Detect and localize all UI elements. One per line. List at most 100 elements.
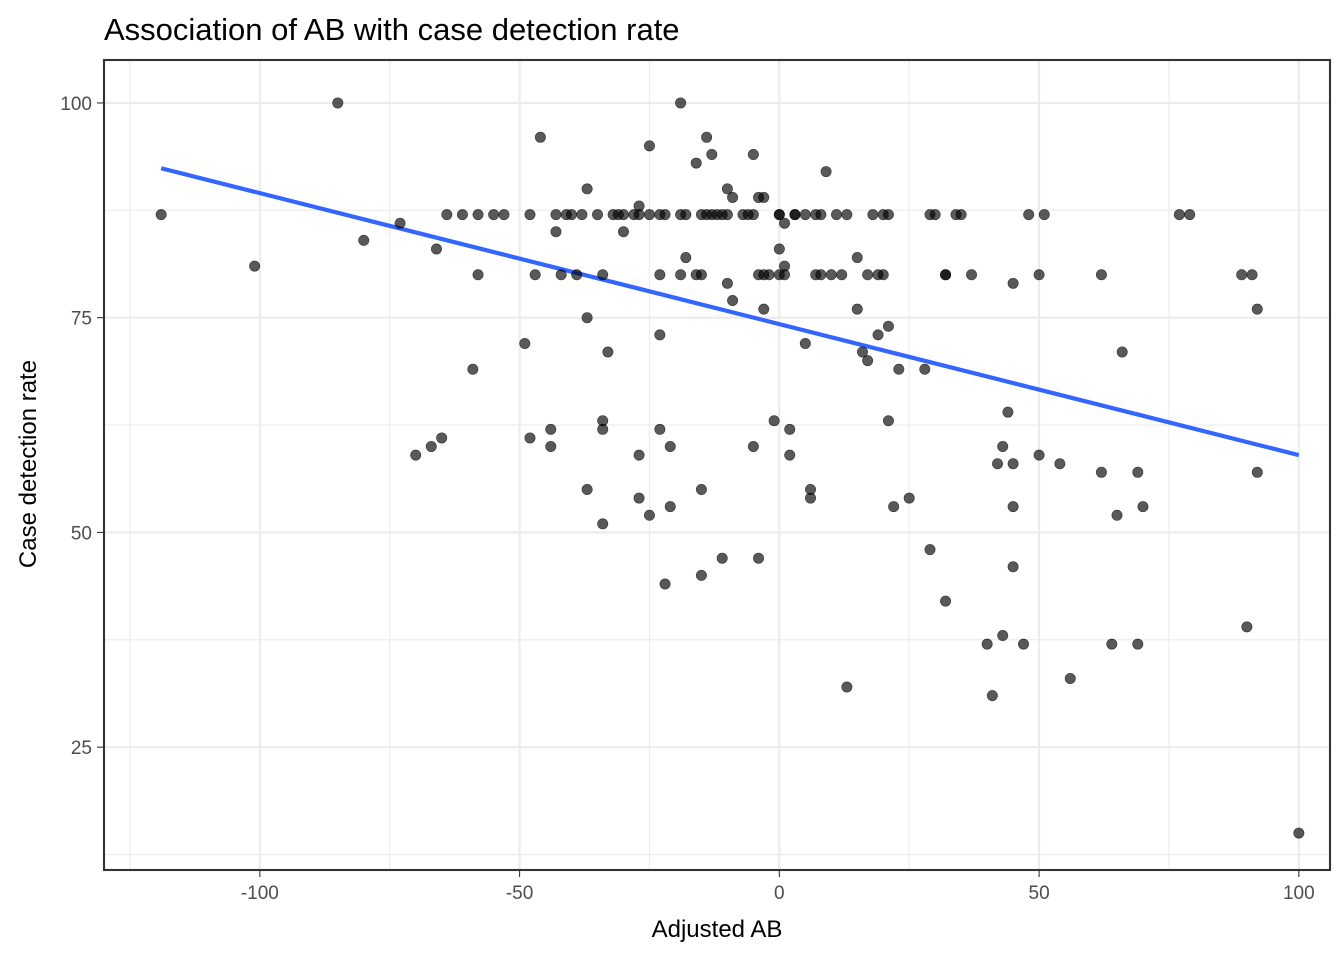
points-layer xyxy=(155,97,1305,839)
data-point xyxy=(1038,209,1050,221)
data-point xyxy=(940,595,952,607)
data-point xyxy=(753,552,765,564)
data-point xyxy=(893,363,905,375)
data-point xyxy=(747,148,759,160)
data-point xyxy=(1033,269,1045,281)
data-point xyxy=(617,209,629,221)
data-point xyxy=(467,363,479,375)
data-point xyxy=(924,544,936,556)
data-point xyxy=(940,269,952,281)
data-point xyxy=(529,269,541,281)
data-point xyxy=(664,501,676,513)
data-point xyxy=(659,578,671,590)
data-point xyxy=(799,209,811,221)
data-point xyxy=(882,320,894,332)
data-point xyxy=(721,277,733,289)
data-point xyxy=(721,209,733,221)
data-point xyxy=(841,681,853,693)
data-point xyxy=(966,269,978,281)
data-point xyxy=(862,355,874,367)
data-point xyxy=(675,269,687,281)
data-point xyxy=(695,269,707,281)
data-point xyxy=(581,312,593,324)
data-point xyxy=(716,552,728,564)
data-point xyxy=(929,209,941,221)
y-tick-label: 100 xyxy=(60,94,92,115)
data-point xyxy=(680,209,692,221)
data-point xyxy=(680,252,692,264)
data-point xyxy=(581,183,593,195)
data-point xyxy=(654,423,666,435)
data-point xyxy=(1007,561,1019,573)
data-point xyxy=(706,148,718,160)
data-point xyxy=(430,243,442,255)
x-tick-label: -100 xyxy=(241,883,279,904)
x-tick-label: 50 xyxy=(1029,883,1050,904)
data-point xyxy=(997,441,1009,453)
data-point xyxy=(643,209,655,221)
data-point xyxy=(633,449,645,461)
data-point xyxy=(784,423,796,435)
data-point xyxy=(675,97,687,109)
data-point xyxy=(1002,406,1014,418)
data-point xyxy=(856,346,868,358)
data-point xyxy=(955,209,967,221)
data-point xyxy=(358,234,370,246)
data-point xyxy=(1132,466,1144,478)
data-point xyxy=(877,269,889,281)
data-point xyxy=(789,209,801,221)
data-point xyxy=(836,269,848,281)
regression-line xyxy=(160,166,1300,458)
data-point xyxy=(763,269,775,281)
data-point xyxy=(997,630,1009,642)
data-point xyxy=(1054,458,1066,470)
data-point xyxy=(815,209,827,221)
data-point xyxy=(550,226,562,238)
data-point xyxy=(534,131,546,143)
panel-border xyxy=(102,58,1332,872)
data-point xyxy=(867,209,879,221)
data-point xyxy=(1251,303,1263,315)
data-point xyxy=(851,303,863,315)
data-point xyxy=(1095,466,1107,478)
x-tick-label: 100 xyxy=(1283,883,1315,904)
data-point xyxy=(805,483,817,495)
data-point xyxy=(779,269,791,281)
chart-title: Association of AB with case detection ra… xyxy=(104,12,680,47)
data-point xyxy=(919,363,931,375)
x-tick-label: 0 xyxy=(774,883,785,904)
y-tick-label: 25 xyxy=(71,738,92,759)
x-axis: -100 -50 0 50 100 xyxy=(241,870,1315,904)
data-point xyxy=(747,441,759,453)
data-point xyxy=(1246,269,1258,281)
data-point xyxy=(841,209,853,221)
data-point xyxy=(695,483,707,495)
data-point xyxy=(1241,621,1253,633)
data-point xyxy=(758,191,770,203)
data-point xyxy=(633,209,645,221)
data-point xyxy=(820,166,832,178)
data-point xyxy=(1007,458,1019,470)
data-point xyxy=(830,209,842,221)
data-point xyxy=(701,131,713,143)
data-point xyxy=(1106,638,1118,650)
data-point xyxy=(1095,269,1107,281)
data-point xyxy=(1111,509,1123,521)
data-point xyxy=(721,183,733,195)
y-tick-label: 75 xyxy=(71,309,92,330)
data-point xyxy=(643,140,655,152)
data-point xyxy=(815,269,827,281)
data-point xyxy=(986,690,998,702)
data-point xyxy=(784,449,796,461)
data-point xyxy=(519,337,531,349)
data-point xyxy=(747,209,759,221)
data-point xyxy=(602,346,614,358)
data-point xyxy=(425,441,437,453)
data-point xyxy=(1137,501,1149,513)
data-point xyxy=(597,518,609,530)
data-point xyxy=(882,209,894,221)
data-point xyxy=(456,209,468,221)
data-point xyxy=(882,415,894,427)
fit-line-layer xyxy=(160,166,1300,458)
